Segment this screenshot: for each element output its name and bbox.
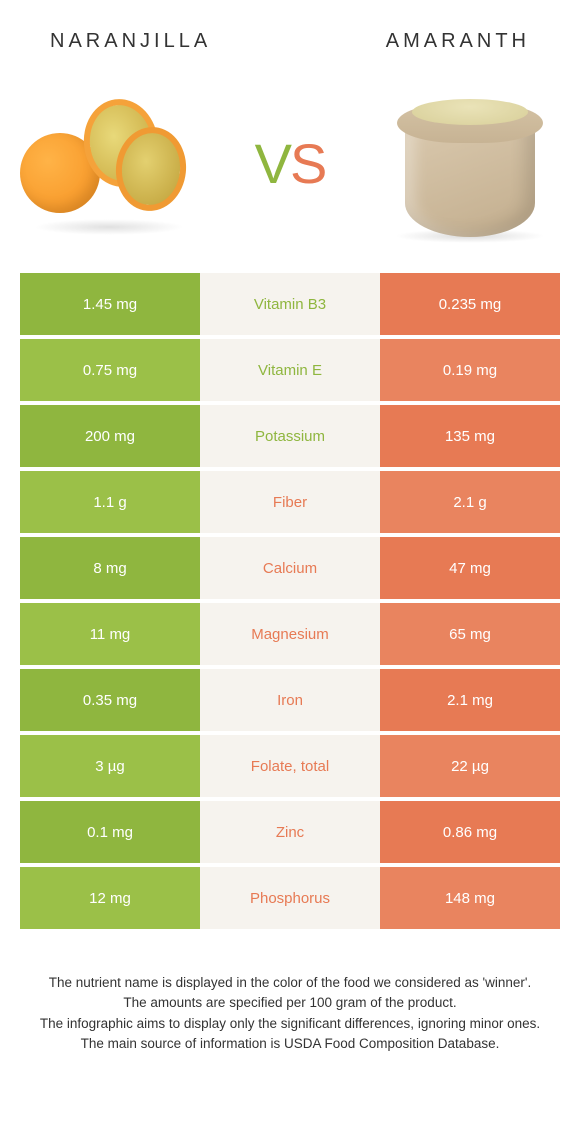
- nutrient-label: Vitamin E: [200, 339, 380, 401]
- footer-line: The amounts are specified per 100 gram o…: [30, 993, 550, 1013]
- nutrient-label: Iron: [200, 669, 380, 731]
- footer-line: The main source of information is USDA F…: [30, 1034, 550, 1054]
- value-right: 22 µg: [380, 735, 560, 797]
- value-left: 200 mg: [20, 405, 200, 467]
- value-right: 2.1 mg: [380, 669, 560, 731]
- table-row: 0.75 mgVitamin E0.19 mg: [20, 339, 560, 401]
- value-left: 0.1 mg: [20, 801, 200, 863]
- value-right: 0.86 mg: [380, 801, 560, 863]
- nutrient-label: Fiber: [200, 471, 380, 533]
- value-left: 1.1 g: [20, 471, 200, 533]
- value-left: 0.35 mg: [20, 669, 200, 731]
- footer-line: The nutrient name is displayed in the co…: [30, 973, 550, 993]
- value-right: 148 mg: [380, 867, 560, 929]
- header: Naranjilla Amaranth: [0, 0, 580, 73]
- value-left: 3 µg: [20, 735, 200, 797]
- table-row: 1.45 mgVitamin B30.235 mg: [20, 273, 560, 335]
- value-right: 47 mg: [380, 537, 560, 599]
- nutrient-label: Vitamin B3: [200, 273, 380, 335]
- value-right: 65 mg: [380, 603, 560, 665]
- vs-label: VS: [255, 131, 326, 196]
- value-left: 0.75 mg: [20, 339, 200, 401]
- comparison-table: 1.45 mgVitamin B30.235 mg0.75 mgVitamin …: [0, 273, 580, 929]
- nutrient-label: Potassium: [200, 405, 380, 467]
- table-row: 0.1 mgZinc0.86 mg: [20, 801, 560, 863]
- naranjilla-image: [20, 83, 200, 243]
- amaranth-image: [380, 83, 560, 243]
- table-row: 0.35 mgIron2.1 mg: [20, 669, 560, 731]
- value-right: 2.1 g: [380, 471, 560, 533]
- nutrient-label: Folate, total: [200, 735, 380, 797]
- footer-notes: The nutrient name is displayed in the co…: [0, 933, 580, 1054]
- value-right: 0.235 mg: [380, 273, 560, 335]
- value-left: 8 mg: [20, 537, 200, 599]
- nutrient-label: Phosphorus: [200, 867, 380, 929]
- nutrient-label: Calcium: [200, 537, 380, 599]
- table-row: 8 mgCalcium47 mg: [20, 537, 560, 599]
- nutrient-label: Zinc: [200, 801, 380, 863]
- table-row: 200 mgPotassium135 mg: [20, 405, 560, 467]
- value-left: 12 mg: [20, 867, 200, 929]
- table-row: 1.1 gFiber2.1 g: [20, 471, 560, 533]
- images-row: VS: [0, 73, 580, 273]
- table-row: 11 mgMagnesium65 mg: [20, 603, 560, 665]
- food-left-title: Naranjilla: [50, 30, 211, 53]
- vs-s: S: [290, 132, 325, 195]
- vs-v: V: [255, 132, 290, 195]
- nutrient-label: Magnesium: [200, 603, 380, 665]
- footer-line: The infographic aims to display only the…: [30, 1014, 550, 1034]
- value-right: 135 mg: [380, 405, 560, 467]
- value-left: 11 mg: [20, 603, 200, 665]
- table-row: 12 mgPhosphorus148 mg: [20, 867, 560, 929]
- food-right-title: Amaranth: [386, 30, 530, 53]
- value-left: 1.45 mg: [20, 273, 200, 335]
- table-row: 3 µgFolate, total22 µg: [20, 735, 560, 797]
- value-right: 0.19 mg: [380, 339, 560, 401]
